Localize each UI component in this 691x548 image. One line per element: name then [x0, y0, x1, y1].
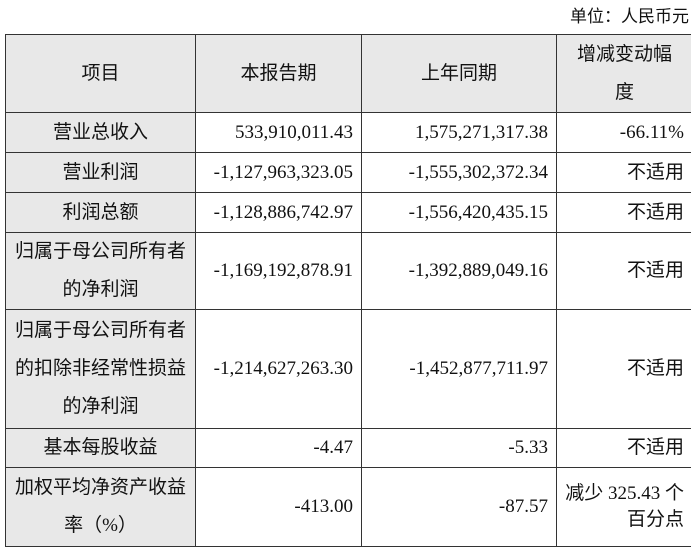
change-value: 减少 325.43 个百分点	[556, 467, 691, 547]
prior-value: -1,556,420,435.15	[361, 192, 557, 233]
header-prior: 上年同期	[361, 34, 557, 113]
row-label: 营业利润	[5, 152, 196, 193]
change-value: 不适用	[556, 428, 691, 468]
change-value: 不适用	[556, 309, 691, 429]
table-header-row: 项目 本报告期 上年同期 增减变动幅度	[5, 34, 691, 113]
row-label: 基本每股收益	[5, 428, 196, 468]
prior-value: -87.57	[361, 467, 557, 547]
current-value: -4.47	[195, 428, 362, 468]
current-value: -1,127,963,323.05	[195, 152, 362, 193]
table-row: 加权平均净资产收益率（%） -413.00 -87.57 减少 325.43 个…	[5, 467, 691, 547]
prior-value: 1,575,271,317.38	[361, 112, 557, 153]
header-item: 项目	[5, 34, 196, 113]
table-row: 利润总额 -1,128,886,742.97 -1,556,420,435.15…	[5, 192, 691, 233]
prior-value: -1,555,302,372.34	[361, 152, 557, 193]
prior-value: -5.33	[361, 428, 557, 468]
current-value: -1,128,886,742.97	[195, 192, 362, 233]
unit-label: 单位：人民币元	[570, 7, 689, 26]
change-value: 不适用	[556, 192, 691, 233]
header-change: 增减变动幅度	[556, 34, 691, 113]
table-row: 基本每股收益 -4.47 -5.33 不适用	[5, 428, 691, 468]
change-value: -66.11%	[556, 112, 691, 153]
row-label: 归属于母公司所有者的扣除非经常性损益的净利润	[5, 309, 196, 429]
current-value: -1,169,192,878.91	[195, 232, 362, 310]
header-current: 本报告期	[195, 34, 362, 113]
table-row: 归属于母公司所有者的净利润 -1,169,192,878.91 -1,392,8…	[5, 232, 691, 310]
prior-value: -1,392,889,049.16	[361, 232, 557, 310]
change-value: 不适用	[556, 232, 691, 310]
row-label: 归属于母公司所有者的净利润	[5, 232, 196, 310]
change-value: 不适用	[556, 152, 691, 193]
current-value: -1,214,627,263.30	[195, 309, 362, 429]
row-label: 营业总收入	[5, 112, 196, 153]
table-row: 归属于母公司所有者的扣除非经常性损益的净利润 -1,214,627,263.30…	[5, 309, 691, 429]
table-row: 营业利润 -1,127,963,323.05 -1,555,302,372.34…	[5, 152, 691, 193]
financial-summary-table: 项目 本报告期 上年同期 增减变动幅度 营业总收入 533,910,011.43…	[5, 34, 691, 547]
prior-value: -1,452,877,711.97	[361, 309, 557, 429]
current-value: 533,910,011.43	[195, 112, 362, 153]
row-label: 加权平均净资产收益率（%）	[5, 467, 196, 547]
table-row: 营业总收入 533,910,011.43 1,575,271,317.38 -6…	[5, 112, 691, 153]
row-label: 利润总额	[5, 192, 196, 233]
current-value: -413.00	[195, 467, 362, 547]
